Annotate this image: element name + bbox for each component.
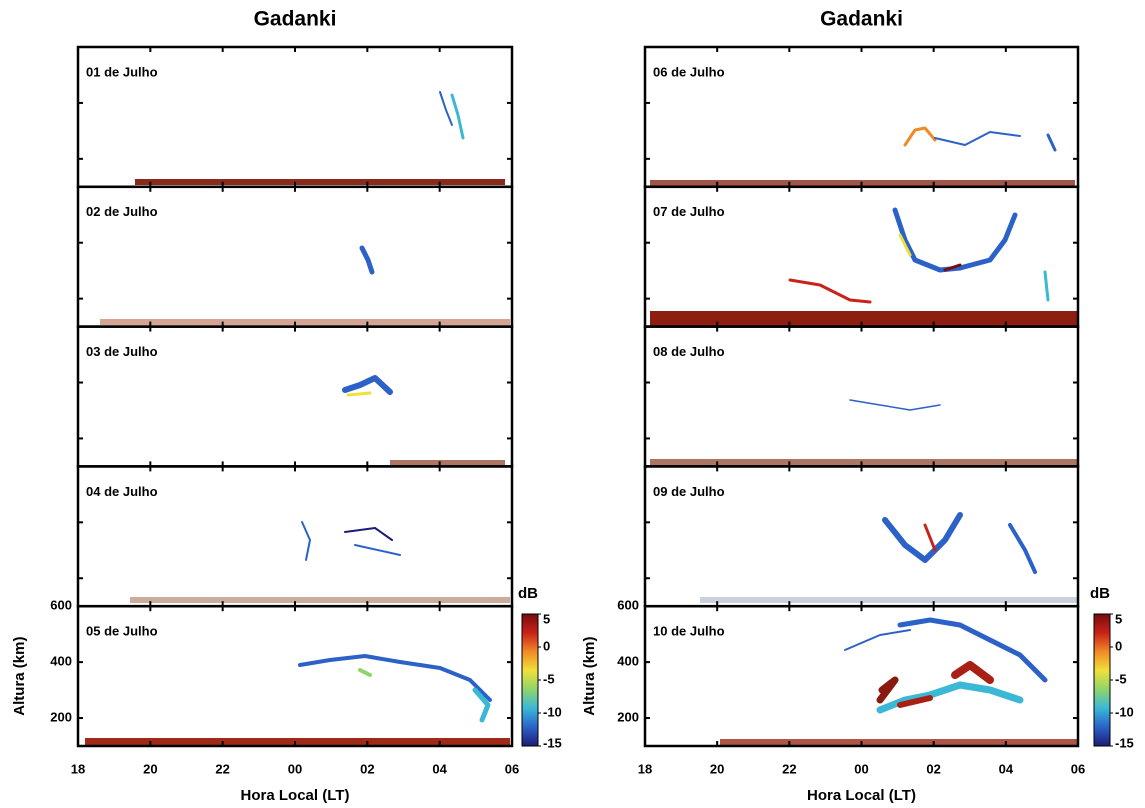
clutter xyxy=(720,739,1078,746)
panel-label: 01 de Julho xyxy=(86,64,158,79)
y-tick-label: 200 xyxy=(50,709,72,724)
y-tick-label: 400 xyxy=(50,654,72,669)
x-axis-label: Hora Local (LT) xyxy=(807,787,916,804)
echo xyxy=(439,91,453,126)
panel-label: 04 de Julho xyxy=(86,484,158,499)
y-axis-label: Altura (km) xyxy=(11,637,28,716)
x-tick-label: 00 xyxy=(854,761,868,776)
y-tick-label: 600 xyxy=(50,598,72,613)
clutter xyxy=(100,319,510,325)
clutter xyxy=(135,179,505,185)
echo xyxy=(1008,523,1037,574)
panel-label: 03 de Julho xyxy=(86,344,158,359)
x-tick-label: 06 xyxy=(1071,761,1085,776)
echo xyxy=(897,617,1048,683)
echo xyxy=(354,544,401,556)
echo xyxy=(346,391,372,397)
echo xyxy=(788,278,872,304)
x-tick-label: 06 xyxy=(505,761,519,776)
echo xyxy=(301,521,311,561)
echo xyxy=(951,661,994,684)
clutter xyxy=(700,597,1078,603)
echo xyxy=(882,512,963,563)
echo xyxy=(923,523,937,552)
x-tick-label: 04 xyxy=(432,761,447,776)
colorbar-tick-label: -10 xyxy=(543,704,562,719)
echo xyxy=(876,681,1024,714)
colorbar-tick-label: -15 xyxy=(1115,735,1134,750)
echo xyxy=(897,695,933,708)
x-tick-label: 18 xyxy=(71,761,85,776)
panel-label: 09 de Julho xyxy=(653,484,725,499)
echo xyxy=(849,399,941,411)
echo xyxy=(876,676,899,704)
colorbar-tick-label: 5 xyxy=(1115,611,1122,626)
x-tick-label: 20 xyxy=(710,761,724,776)
echo xyxy=(892,207,1018,273)
echo xyxy=(934,131,1021,146)
clutter xyxy=(390,460,505,465)
clutter xyxy=(85,738,510,746)
echo xyxy=(358,668,372,677)
x-tick-label: 22 xyxy=(782,761,796,776)
echo xyxy=(903,126,937,147)
y-tick-label: 200 xyxy=(617,709,639,724)
colorbar-tick-label: 0 xyxy=(543,638,550,653)
x-tick-label: 20 xyxy=(143,761,157,776)
x-tick-label: 00 xyxy=(288,761,302,776)
colorbar-label: dB xyxy=(518,585,538,602)
echo xyxy=(1043,270,1050,302)
x-tick-label: 18 xyxy=(638,761,652,776)
x-tick-label: 04 xyxy=(999,761,1014,776)
echo xyxy=(298,654,492,702)
y-tick-label: 600 xyxy=(617,598,639,613)
colorbar-tick-label: -5 xyxy=(1115,671,1127,686)
panel-label: 07 de Julho xyxy=(653,204,725,219)
echo xyxy=(943,263,962,272)
colorbar xyxy=(1093,613,1111,747)
echo xyxy=(844,629,911,651)
clutter xyxy=(130,597,510,603)
panel-label: 05 de Julho xyxy=(86,624,158,639)
x-axis-label: Hora Local (LT) xyxy=(241,787,350,804)
clutter xyxy=(650,311,1078,326)
radar-echoes xyxy=(85,91,1078,746)
colorbar-label: dB xyxy=(1090,585,1110,602)
colorbar-tick-label: -5 xyxy=(543,671,555,686)
echo xyxy=(472,687,491,723)
y-tick-label: 400 xyxy=(617,654,639,669)
echo xyxy=(342,375,393,395)
echo xyxy=(1046,133,1057,152)
panel-label: 06 de Julho xyxy=(653,64,725,79)
panel-label: 08 de Julho xyxy=(653,344,725,359)
panel-label: 10 de Julho xyxy=(653,624,725,639)
echo xyxy=(450,93,465,140)
y-axis-label: Altura (km) xyxy=(581,637,598,716)
echo xyxy=(344,527,393,541)
colorbar-tick-label: -15 xyxy=(543,735,562,750)
clutter xyxy=(650,459,1078,466)
x-tick-label: 02 xyxy=(360,761,374,776)
chart-title: Gadanki xyxy=(254,8,337,31)
colorbar-tick-label: 5 xyxy=(543,611,550,626)
colorbar-tick-label: 0 xyxy=(1115,638,1122,653)
colorbar-tick-label: -10 xyxy=(1115,704,1134,719)
echo xyxy=(359,245,375,275)
chart-title: Gadanki xyxy=(820,8,903,31)
colorbar xyxy=(521,613,539,747)
x-tick-label: 22 xyxy=(215,761,229,776)
echo xyxy=(898,233,912,257)
panel-label: 02 de Julho xyxy=(86,204,158,219)
x-tick-label: 02 xyxy=(926,761,940,776)
